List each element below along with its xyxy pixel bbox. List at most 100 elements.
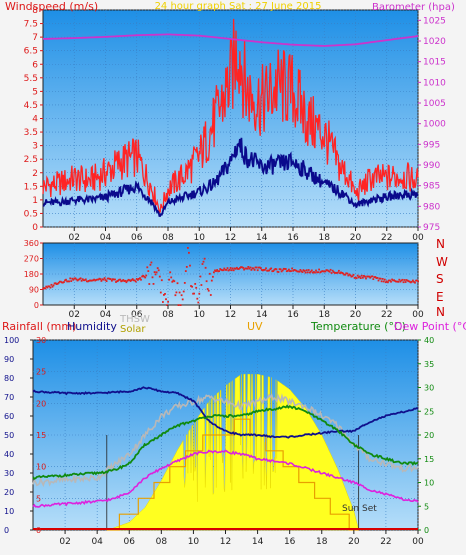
sunset-label: Sun Set — [342, 504, 377, 514]
wind-direction-point — [321, 270, 324, 272]
windspeed-tick-label: 3.5 — [24, 128, 38, 138]
windspeed-tick-label: 5.5 — [24, 74, 38, 84]
wind-direction-point — [394, 280, 397, 282]
wind-direction-point — [95, 279, 98, 281]
wind-direction-point — [83, 279, 86, 282]
wind-direction-point — [346, 272, 349, 275]
wind-direction-point — [371, 275, 374, 278]
wind-direction-point — [131, 278, 134, 280]
wind-direction-point — [315, 269, 317, 272]
compass-letter-s: S — [436, 272, 444, 286]
wind-direction-point — [312, 271, 314, 274]
wind-direction-point — [54, 282, 57, 285]
wind-direction-point — [381, 278, 384, 280]
wind-direction-point — [56, 282, 59, 285]
wind-direction-point — [168, 278, 170, 281]
wind-direction-point — [76, 279, 79, 282]
wind-direction-point — [148, 283, 151, 285]
wind-direction-point — [379, 277, 382, 280]
windspeed-tick-label: 2.5 — [24, 155, 38, 165]
wind-direction-point — [389, 279, 391, 282]
wind-direction-point — [165, 298, 167, 301]
direction-time-tick-label: 18 — [319, 310, 331, 320]
barometer-tick-label: 1000 — [423, 120, 446, 130]
wind-direction-point — [356, 274, 359, 277]
wind-direction-point — [410, 280, 413, 283]
wind-direction-point — [347, 274, 350, 277]
wind-direction-point — [355, 277, 358, 280]
wind-direction-point — [127, 278, 130, 281]
temperature-tick-label: 40 — [424, 336, 434, 345]
wind-direction-point — [184, 270, 187, 272]
wind-direction-point — [50, 283, 53, 286]
wind-direction-point — [259, 267, 262, 270]
wind-direction-point — [310, 269, 313, 272]
wind-direction-point — [393, 279, 395, 282]
wind-direction-point — [417, 280, 419, 283]
wind-direction-point — [382, 280, 385, 283]
wind-direction-point — [223, 267, 226, 270]
direction-time-tick-label: 22 — [381, 310, 392, 320]
temperature-time-tick-label: 18 — [316, 537, 328, 547]
windspeed-tick-label: 8 — [32, 6, 38, 16]
time-tick-label: 02 — [69, 233, 80, 243]
wind-direction-point — [407, 280, 410, 283]
temperature-line — [32, 404, 419, 480]
wind-direction-point — [357, 276, 360, 279]
wind-direction-point — [215, 270, 217, 272]
wind-direction-point — [170, 276, 173, 279]
wind-direction-point — [146, 266, 149, 269]
windspeed-tick-label: 0.5 — [24, 209, 38, 219]
wind-direction-point — [94, 279, 97, 282]
wind-direction-point — [219, 268, 222, 270]
wind-direction-point — [162, 301, 164, 303]
wind-direction-point — [367, 275, 369, 278]
temperature-tick-label: 5 — [424, 502, 429, 511]
wind-direction-point — [242, 266, 244, 269]
humidity-tick-label: 20 — [4, 488, 14, 497]
wind-direction-point — [292, 269, 294, 272]
wind-direction-point — [307, 269, 310, 271]
wind-direction-point — [206, 288, 209, 290]
wind-direction-point — [373, 276, 376, 278]
wind-direction-point — [125, 281, 128, 284]
wind-direction-point — [195, 286, 198, 289]
wind-direction-point — [403, 279, 406, 281]
wind-direction-point — [400, 279, 403, 282]
wind-direction-point — [364, 275, 366, 278]
wind-direction-point — [316, 271, 318, 274]
wind-direction-point — [221, 269, 224, 272]
wind-direction-point — [141, 275, 143, 278]
wind-direction-point — [138, 278, 140, 280]
wind-direction-point — [341, 272, 343, 274]
wind-direction-point — [351, 275, 354, 278]
wind-direction-point — [224, 268, 227, 271]
wind-direction-point — [55, 283, 58, 285]
wind-direction-point — [397, 280, 400, 283]
wind-direction-point — [362, 276, 364, 279]
time-tick-label: 06 — [131, 233, 143, 243]
wind-direction-point — [324, 270, 327, 273]
wind-direction-point — [303, 270, 306, 272]
wind-direction-point — [200, 284, 203, 286]
wind-direction-point — [117, 279, 119, 282]
wind-direction-point — [262, 269, 264, 272]
wind-direction-point — [58, 280, 61, 283]
wind-direction-point — [331, 269, 334, 272]
barometer-tick-label: 1015 — [423, 58, 446, 68]
wind-direction-point — [169, 271, 172, 274]
wind-direction-point — [62, 281, 64, 284]
temperature-series-layer — [32, 373, 419, 531]
wind-direction-point — [130, 279, 133, 281]
wind-direction-point — [92, 279, 94, 282]
barometer-line — [43, 33, 419, 47]
wind-direction-point — [71, 277, 74, 280]
compass-letter-n: N — [436, 305, 445, 319]
wind-direction-point — [68, 280, 70, 283]
wind-direction-point — [183, 282, 186, 284]
wind-direction-point — [249, 266, 252, 269]
temperature-time-tick-label: 16 — [284, 537, 296, 547]
direction-time-tick-label: 00 — [412, 310, 424, 320]
wind-direction-point — [177, 304, 180, 306]
wind-direction-point — [343, 273, 345, 276]
